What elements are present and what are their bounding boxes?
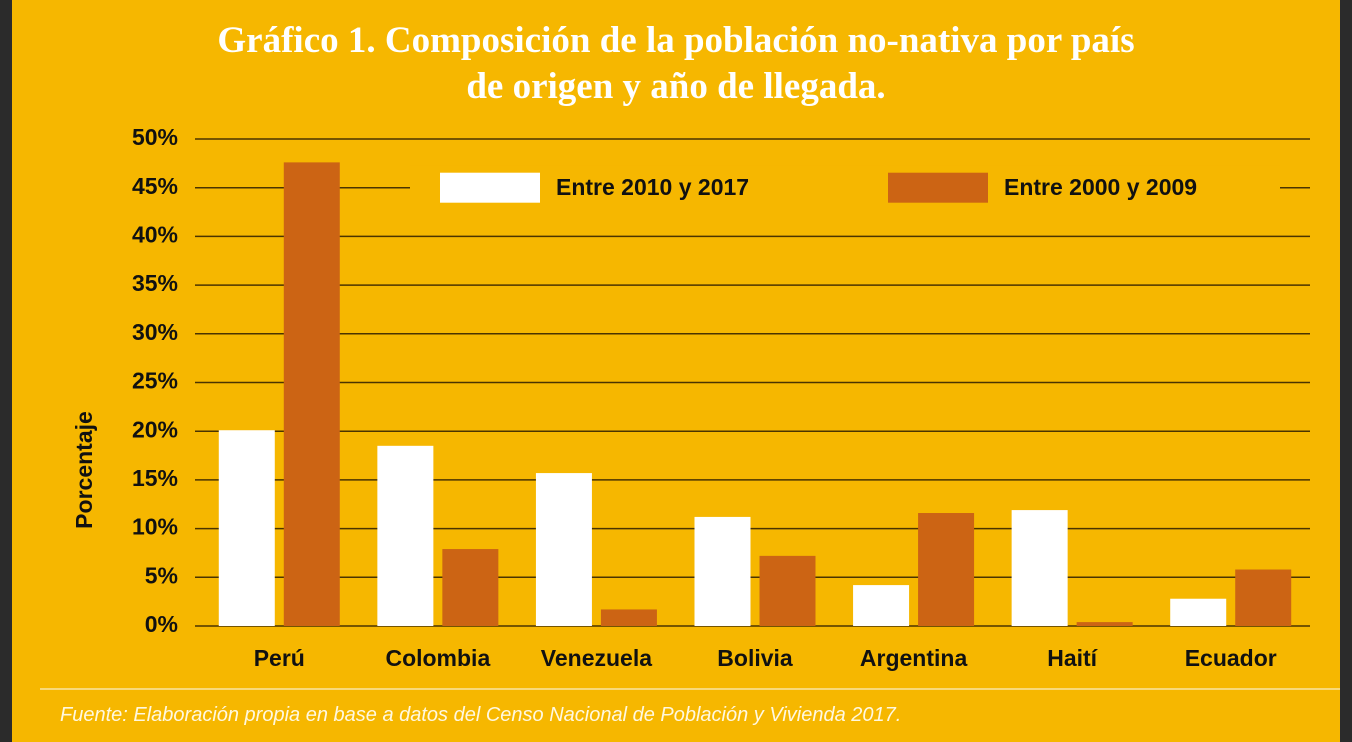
x-tick-label: Venezuela: [541, 645, 652, 671]
legend-swatch: [888, 172, 988, 203]
y-tick-label: 40%: [132, 221, 178, 247]
bar: [283, 162, 340, 626]
y-tick-label: 10%: [132, 514, 178, 540]
source-note: Fuente: Elaboración propia en base a dat…: [60, 704, 902, 726]
bar: [918, 513, 975, 626]
y-tick-label: 5%: [145, 562, 178, 588]
x-tick-label: Perú: [254, 645, 305, 671]
legend-label: Entre 2010 y 2017: [556, 174, 749, 200]
y-tick-label: 35%: [132, 270, 178, 296]
legend-label: Entre 2000 y 2009: [1004, 174, 1197, 200]
legend-background: [410, 165, 1280, 210]
x-tick-label: Ecuador: [1185, 645, 1277, 671]
bar: [1235, 569, 1292, 626]
chart-title: Gráfico 1. Composición de la población n…: [217, 20, 1135, 107]
y-axis-label: Porcentaje: [71, 411, 97, 529]
bar: [377, 445, 434, 626]
y-tick-label: 15%: [132, 465, 178, 491]
bar: [218, 430, 275, 626]
y-tick-label: 30%: [132, 319, 178, 345]
bar: [759, 555, 816, 626]
x-tick-label: Argentina: [860, 645, 968, 671]
separator: [40, 688, 1340, 690]
bar: [1011, 510, 1068, 626]
y-tick-label: 0%: [145, 611, 178, 637]
bar: [694, 516, 751, 626]
bar: [853, 585, 910, 626]
y-tick-label: 45%: [132, 173, 178, 199]
y-tick-label: 50%: [132, 124, 178, 150]
x-tick-label: Haití: [1047, 645, 1098, 671]
bar: [600, 609, 657, 626]
bar: [442, 549, 499, 626]
y-tick-label: 20%: [132, 416, 178, 442]
y-tick-label: 25%: [132, 368, 178, 394]
x-tick-label: Bolivia: [717, 645, 793, 671]
bar: [1076, 622, 1133, 626]
x-tick-label: Colombia: [385, 645, 490, 671]
bar: [535, 473, 592, 626]
legend-swatch: [440, 172, 540, 203]
bar: [1170, 598, 1227, 626]
